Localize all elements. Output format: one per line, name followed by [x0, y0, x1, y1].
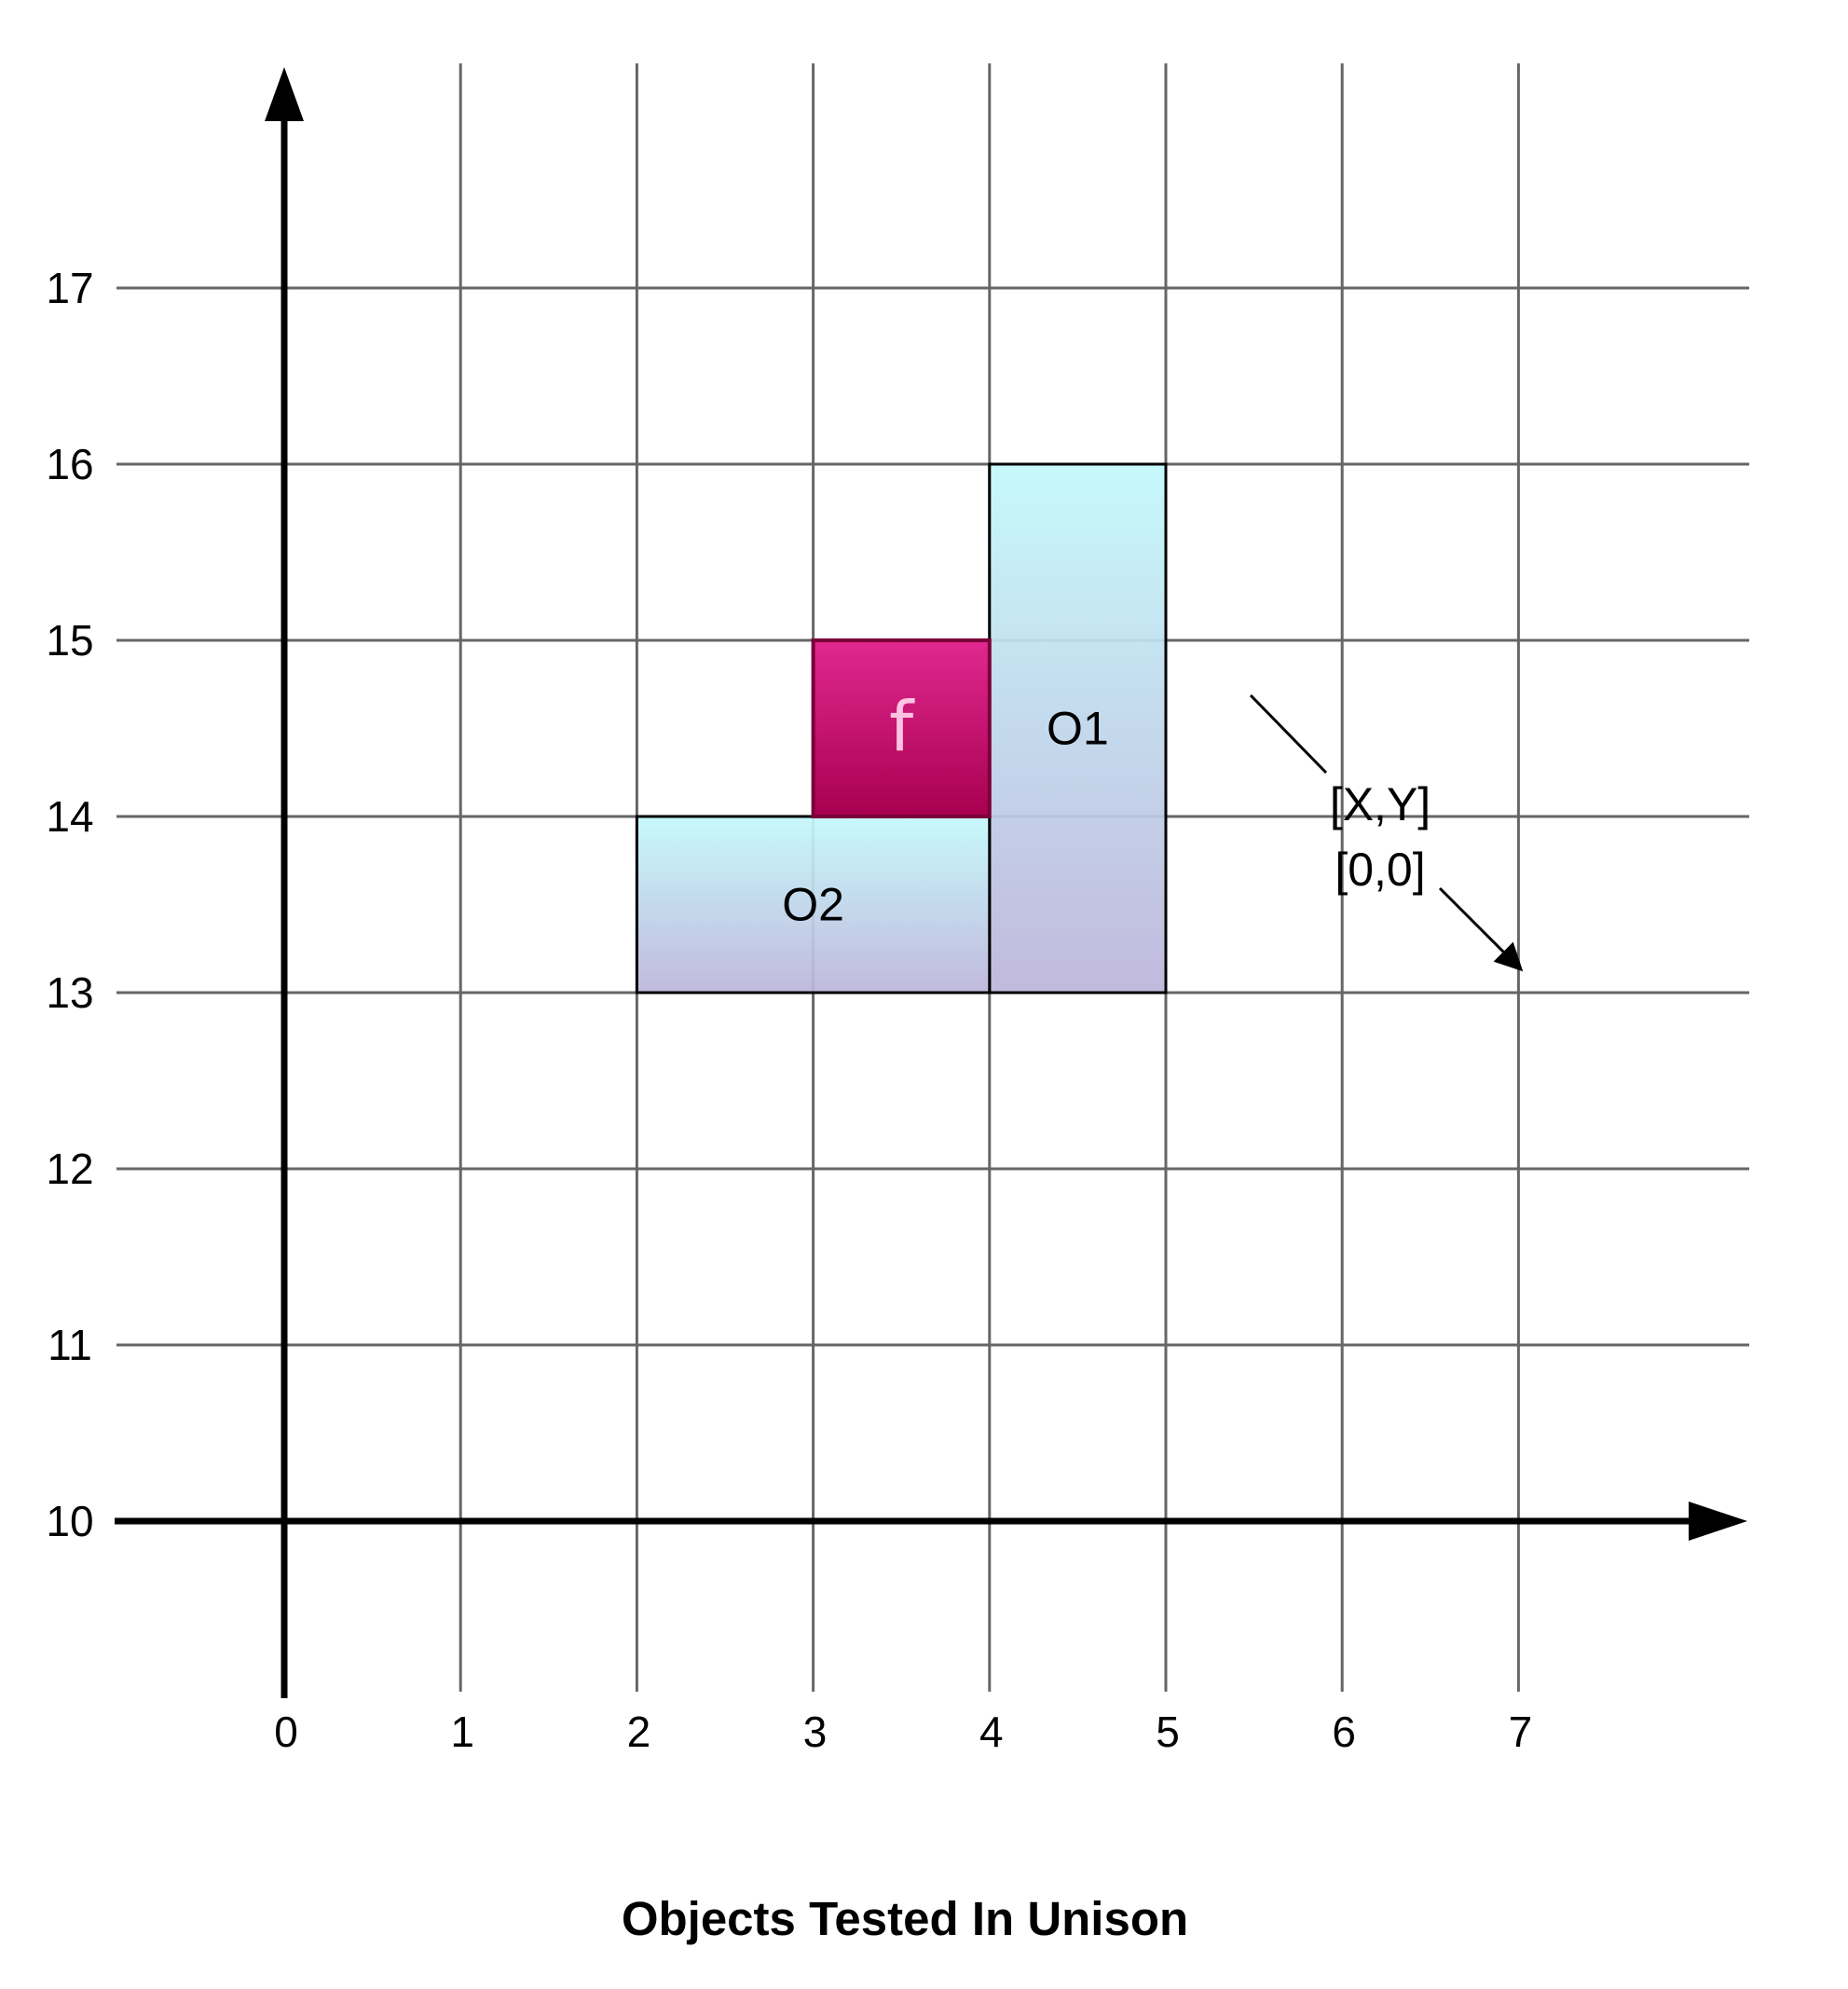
diagram-caption: Objects Tested In Unison [622, 1892, 1188, 1945]
y-tick-label-10: 10 [46, 1497, 93, 1545]
object-o1-box [988, 462, 1168, 994]
annotation-arrow [1438, 886, 1524, 972]
object-o1-label: O1 [1047, 703, 1109, 755]
object-o2: O2 [635, 815, 992, 994]
y-tick-label-16: 16 [46, 440, 93, 488]
y-tick-label-15: 15 [46, 616, 93, 665]
object-f: f [811, 638, 992, 818]
origin-annotation: [X,Y] [0,0] [1249, 693, 1524, 972]
x-tick-label-4: 4 [979, 1708, 1004, 1756]
object-o2-label: O2 [782, 879, 844, 931]
y-tick-label-11: 11 [48, 1321, 92, 1369]
annotation-line-2: [0,0] [1335, 844, 1425, 896]
axes [115, 67, 1747, 1698]
y-tick-label-12: 12 [46, 1145, 93, 1193]
x-tick-label-5: 5 [1156, 1708, 1180, 1756]
y-tick-label-14: 14 [46, 792, 93, 841]
objects: O1 O2 f [635, 462, 1168, 994]
y-tick-label-13: 13 [46, 968, 93, 1017]
object-f-box [811, 638, 992, 818]
y-tick-label-17: 17 [46, 264, 93, 312]
x-axis-arrowhead [1689, 1502, 1747, 1541]
x-tick-label-1: 1 [450, 1708, 474, 1756]
annotation-arrow-tail [1249, 693, 1328, 775]
x-tick-label-7: 7 [1509, 1708, 1533, 1756]
object-f-label: f [889, 688, 915, 768]
y-axis-arrowhead [265, 67, 304, 121]
x-tick-label-3: 3 [803, 1708, 828, 1756]
x-tick-label-0: 0 [274, 1708, 298, 1756]
annotation-line-1: [X,Y] [1330, 778, 1430, 830]
x-tick-label-2: 2 [627, 1708, 651, 1756]
x-tick-label-6: 6 [1332, 1708, 1356, 1756]
object-o1: O1 [988, 462, 1168, 994]
